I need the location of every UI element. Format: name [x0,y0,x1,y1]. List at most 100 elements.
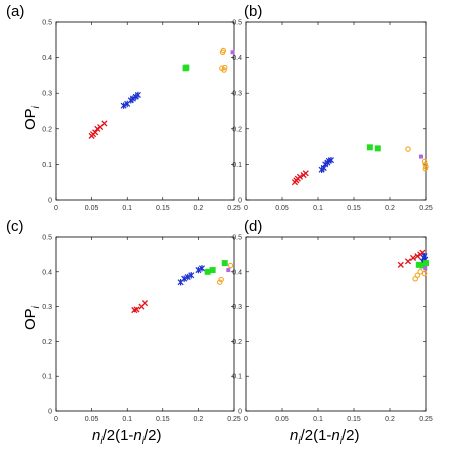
point-red [94,125,101,132]
y-tick-label: 0.3 [232,304,242,311]
point-blue [195,266,202,274]
point-orange [422,165,429,172]
y-tick-label: 0.5 [232,20,242,27]
point-blue [198,265,205,272]
y-tick-label: 0.4 [42,269,52,276]
point-red [414,253,421,260]
point-red [101,120,108,127]
x-tick-label: 0.05 [275,205,289,212]
y-tick-label: 0.4 [232,55,242,62]
y-tick-label: 0.1 [232,162,242,169]
point-blue [327,156,334,164]
point-green [182,65,189,72]
point-orange [218,276,224,283]
y-tick-label: 0.4 [42,55,52,62]
panel-label: (d) [244,218,262,235]
y-tick-label: 0.4 [232,269,242,276]
point-purple [230,50,235,55]
y-tick-label: 0.3 [232,91,242,98]
point-orange [405,146,411,152]
point-blue [120,102,127,109]
x-axis-label-right: ni/2(1-ni/2) [290,427,360,447]
y-tick-label: 0.1 [42,162,52,169]
point-purple [418,154,423,159]
y-tick-label: 0 [238,198,242,205]
x-tick-label: 0.1 [122,205,132,212]
point-orange [421,270,428,277]
plot-frame [55,21,235,201]
point-blue [129,95,136,102]
plot-frame [245,21,427,201]
y-tick-label: 0.3 [42,91,52,98]
panel-label: (c) [6,218,24,235]
x-tick-label: 0.15 [156,416,170,423]
x-tick-label: 0.25 [419,416,433,423]
point-red [296,173,304,180]
y-tick-label: 0.5 [42,20,52,27]
point-red [404,258,412,265]
point-red [133,306,140,313]
point-blue [134,91,141,99]
point-red [302,170,309,177]
x-axis-label-left: ni/2(1-ni/2) [92,427,162,447]
x-tick-label: 0.2 [194,416,204,423]
y-tick-label: 0.2 [42,339,52,346]
point-red [397,261,404,268]
point-orange [417,269,423,275]
x-tick-label: 0.2 [385,416,395,423]
point-blue [181,275,188,282]
x-tick-label: 0.05 [85,416,99,423]
y-tick-label: 0 [48,409,52,416]
x-tick-label: 0.1 [122,416,132,423]
svg-text:OPi: OPi [22,105,42,130]
panel-label: (a) [6,3,24,20]
point-orange [221,67,227,73]
x-tick-label: 0 [244,416,248,423]
x-tick-label: 0 [54,416,58,423]
point-orange [221,64,228,71]
y-tick-label: 0.2 [42,126,52,133]
point-purple [226,268,231,273]
plot-frame [55,236,235,412]
plot-frame [245,236,427,412]
x-tick-label: 0.05 [275,416,289,423]
point-blue [184,273,191,281]
x-tick-label: 0.25 [227,416,241,423]
y-tick-label: 0.2 [232,126,242,133]
panel-label: (b) [244,3,262,20]
panel-3: 0 0.05 0.1 0.15 0.2 0.25 0 0.1 0.2 0.3 0.4 0.5(d) [232,218,433,423]
point-orange [227,262,234,269]
svg-text:ni/2(1-ni/2): ni/2(1-ni/2) [92,427,162,447]
point-red [409,254,417,261]
y-tick-label: 0.2 [232,339,242,346]
point-green [374,145,381,152]
panel-1: 0 0.05 0.1 0.15 0.2 0.25 0 0.1 0.2 0.3 0.4 0.5(b) [232,3,433,212]
point-orange [217,279,223,285]
y-tick-label: 0.5 [42,235,52,242]
y-tick-label: 0.5 [232,235,242,242]
point-blue [188,272,195,279]
x-tick-label: 0.2 [194,205,204,212]
point-green [366,144,373,151]
x-tick-label: 0.05 [85,205,99,212]
x-tick-label: 0.25 [227,205,241,212]
svg-text:ni/2(1-ni/2): ni/2(1-ni/2) [290,427,360,447]
svg-text:OPi: OPi [22,305,42,330]
y-tick-label: 0.1 [232,374,242,381]
x-tick-label: 0.25 [419,205,433,212]
point-red [92,129,99,136]
y-tick-label: 0 [48,198,52,205]
x-tick-label: 0.15 [347,205,361,212]
point-orange [220,47,227,54]
x-tick-label: 0.2 [385,205,395,212]
y-tick-label: 0 [238,409,242,416]
y-tick-label: 0.1 [42,374,52,381]
x-tick-label: 0.1 [313,205,323,212]
y-tick-label: 0.3 [42,304,52,311]
x-tick-label: 0 [54,205,58,212]
point-orange [421,158,428,165]
